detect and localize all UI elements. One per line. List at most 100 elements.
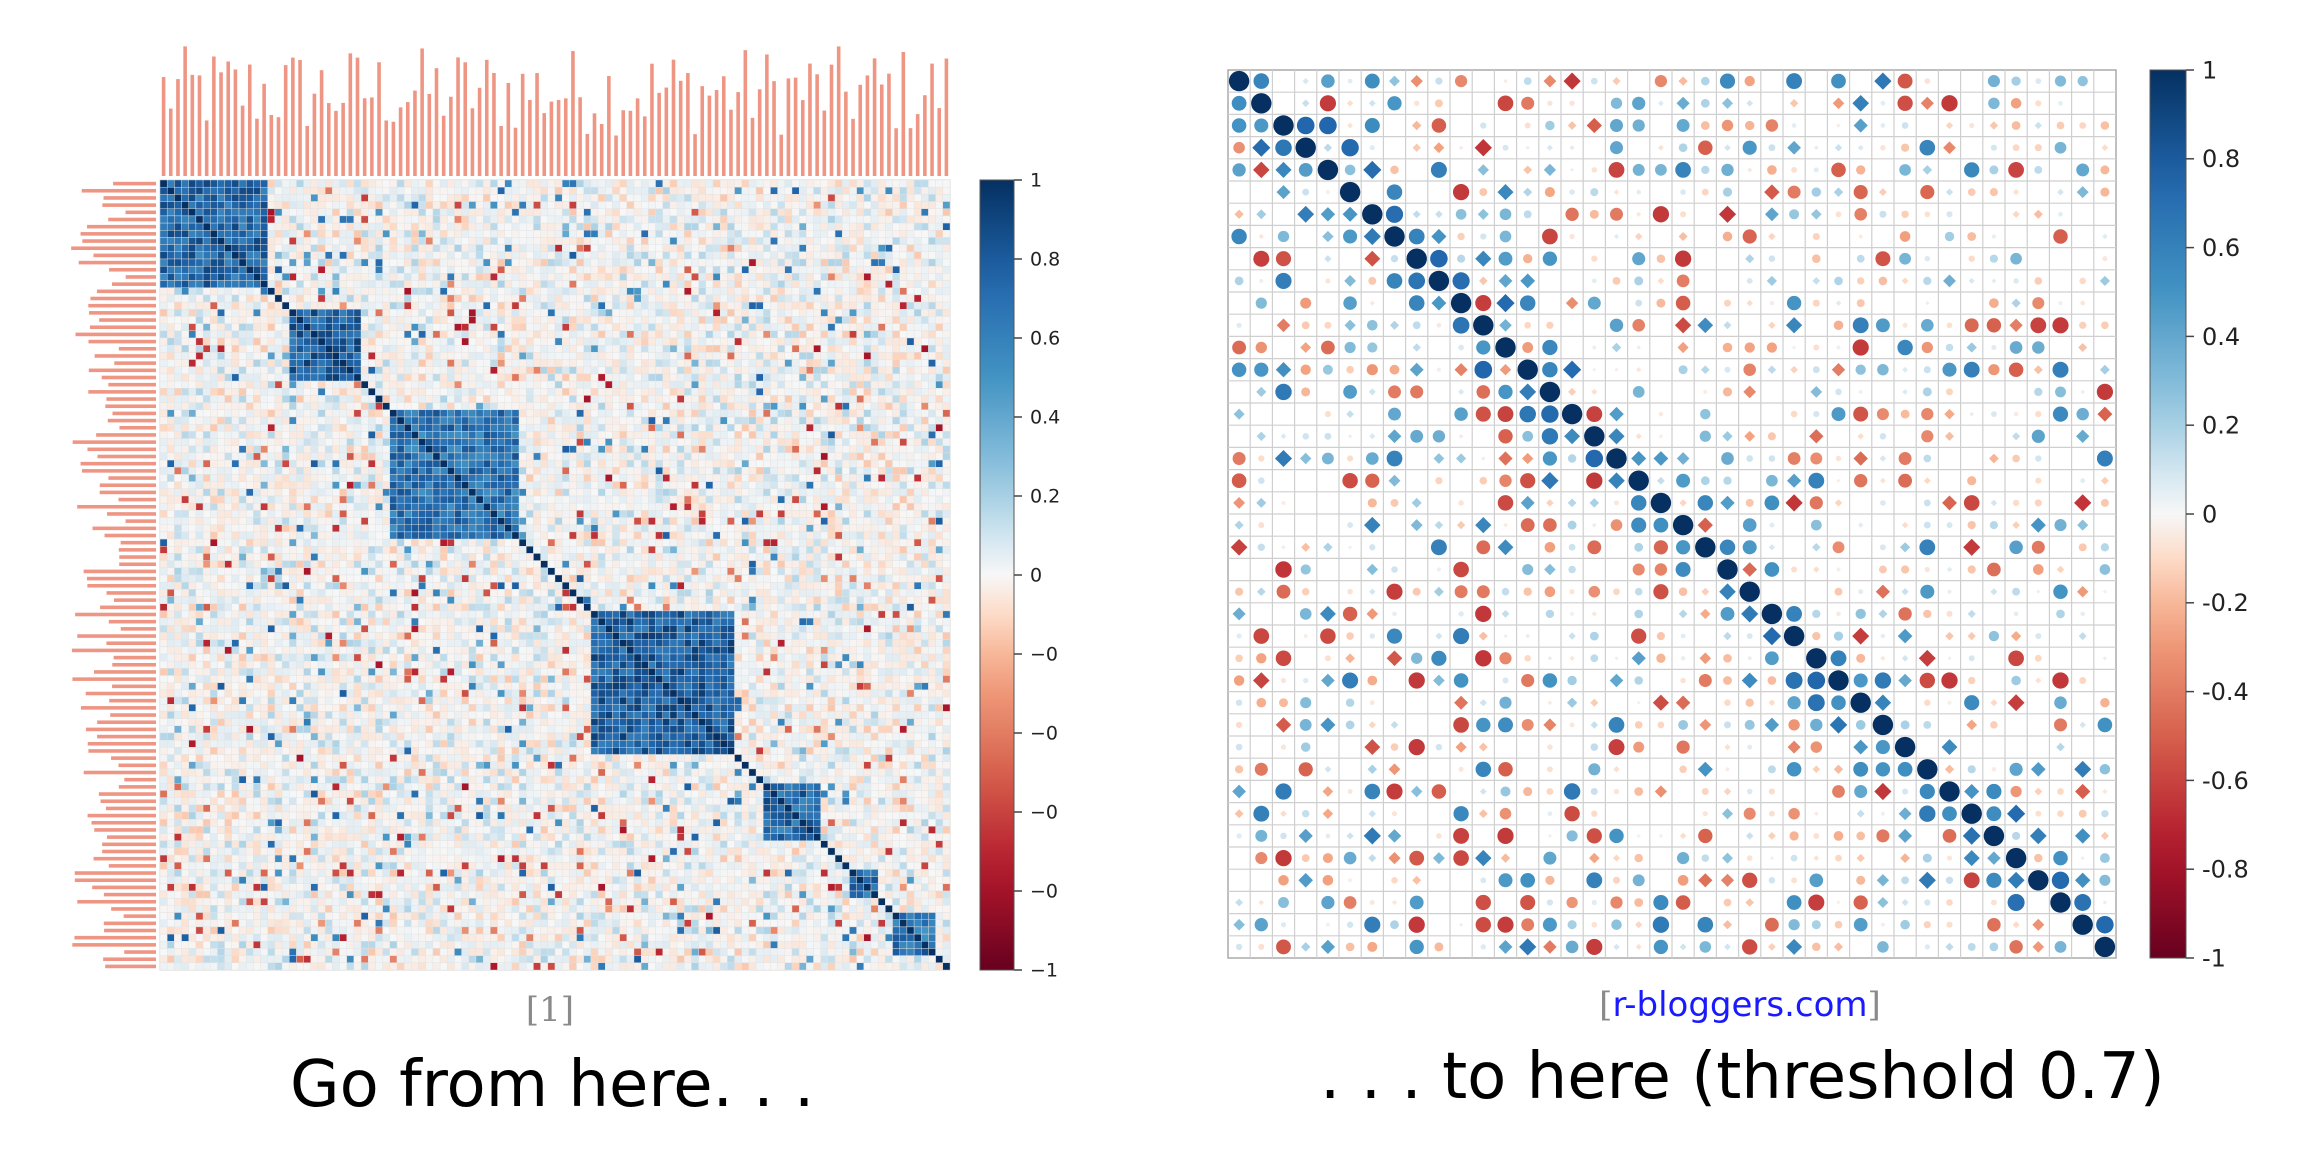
left-heatmap-cell (289, 309, 297, 317)
left-heatmap-cell (791, 179, 800, 188)
left-heatmap-cell (741, 337, 750, 346)
left-heatmap-cell (375, 316, 383, 324)
left-heatmap-cell (863, 186, 872, 195)
left-heatmap-cell (755, 244, 764, 253)
left-heatmap-cell (310, 395, 319, 403)
left-heatmap-cell (791, 467, 800, 475)
left-heatmap-cell (741, 215, 750, 224)
left-heatmap-cell (849, 194, 857, 202)
left-heatmap-cell (324, 380, 333, 389)
left-heatmap-cell (748, 194, 757, 202)
left-heatmap-cell (784, 294, 793, 303)
left-heatmap-cell (238, 459, 247, 468)
left-heatmap-cell (368, 395, 376, 403)
left-heatmap-cell (684, 366, 692, 375)
left-heatmap-cell (454, 294, 462, 303)
left-heatmap-cell (332, 423, 340, 432)
left-heatmap-cell (210, 323, 218, 332)
left-heatmap-cell (324, 352, 333, 360)
left-heatmap-cell (497, 201, 505, 209)
left-heatmap-cell (648, 273, 656, 281)
left-heatmap-cell (877, 251, 886, 260)
left-heatmap-cell (906, 287, 915, 296)
left-heatmap-cell (849, 230, 857, 238)
left-heatmap-cell (403, 488, 412, 497)
left-heatmap-cell (317, 316, 326, 324)
left-heatmap-cell (719, 258, 728, 267)
left-heatmap-cell (561, 474, 570, 482)
left-heatmap-cell (425, 330, 434, 339)
left-heatmap-cell (339, 481, 347, 490)
left-heatmap-cell (346, 488, 355, 497)
left-heatmap-cell (317, 423, 326, 432)
left-heatmap-cell (224, 452, 233, 461)
left-heatmap-cell (619, 301, 628, 310)
left-heatmap-cell (849, 431, 857, 439)
left-heatmap-cell (777, 373, 786, 382)
left-heatmap-cell (719, 265, 728, 274)
left-heatmap-cell (698, 215, 707, 224)
left-heatmap-cell (454, 287, 462, 296)
left-heatmap-cell (633, 222, 642, 231)
left-row-label (75, 332, 156, 337)
left-heatmap-cell (705, 330, 714, 339)
left-heatmap-cell (612, 445, 620, 454)
left-heatmap-cell (396, 258, 405, 267)
left-heatmap-cell (389, 215, 398, 224)
left-heatmap-cell (906, 222, 915, 231)
left-heatmap-cell (188, 373, 197, 382)
left-heatmap-cell (669, 431, 678, 439)
left-heatmap-cell (633, 294, 642, 303)
left-heatmap-cell (777, 388, 786, 396)
left-heatmap-cell (389, 352, 398, 360)
left-heatmap-cell (382, 323, 391, 332)
left-heatmap-cell (317, 222, 326, 231)
left-heatmap-cell (705, 431, 714, 439)
left-heatmap-cell (540, 273, 549, 281)
left-heatmap-cell (432, 294, 441, 303)
left-heatmap-cell (676, 452, 685, 461)
left-heatmap-cell (360, 301, 369, 310)
left-heatmap-cell (619, 416, 628, 425)
left-heatmap-cell (691, 474, 699, 482)
left-heatmap-cell (353, 409, 362, 418)
left-heatmap-cell (260, 344, 268, 353)
left-heatmap-cell (159, 366, 168, 375)
left-heatmap-cell (777, 222, 786, 231)
left-heatmap-cell (418, 459, 426, 468)
left-heatmap-cell (583, 337, 592, 346)
left-column-labels (161, 46, 949, 177)
left-heatmap-cell (626, 330, 635, 339)
left-heatmap-cell (418, 330, 426, 339)
left-heatmap-cell (382, 373, 391, 382)
left-heatmap-cell (705, 208, 714, 217)
left-heatmap-cell (339, 179, 347, 188)
left-heatmap-cell (798, 244, 807, 253)
left-heatmap-cell (784, 230, 793, 238)
left-heatmap-cell (159, 474, 168, 482)
left-heatmap-cell (727, 337, 735, 346)
left-heatmap-cell (181, 280, 189, 288)
left-heatmap-cell (310, 452, 319, 461)
left-heatmap-cell (827, 416, 836, 425)
left-heatmap-cell (727, 280, 735, 288)
left-heatmap-cell (712, 474, 721, 482)
left-heatmap-cell (166, 194, 175, 202)
left-heatmap-cell (791, 395, 800, 403)
left-heatmap-cell (260, 373, 268, 382)
left-heatmap-cell (346, 366, 355, 375)
left-heatmap-cell (526, 251, 534, 260)
left-heatmap-cell (583, 467, 592, 475)
left-heatmap-cell (533, 265, 541, 274)
left-heatmap-cell (267, 481, 276, 490)
left-heatmap-cell (763, 230, 771, 238)
left-heatmap-cell (324, 230, 333, 238)
left-heatmap-cell (576, 431, 584, 439)
left-heatmap-cell (432, 309, 441, 317)
left-heatmap-cell (274, 273, 283, 281)
left-heatmap-cell (791, 265, 800, 274)
left-heatmap-cell (368, 467, 376, 475)
left-heatmap-cell (461, 316, 470, 324)
left-heatmap-cell (202, 316, 211, 324)
left-heatmap-cell (784, 467, 793, 475)
